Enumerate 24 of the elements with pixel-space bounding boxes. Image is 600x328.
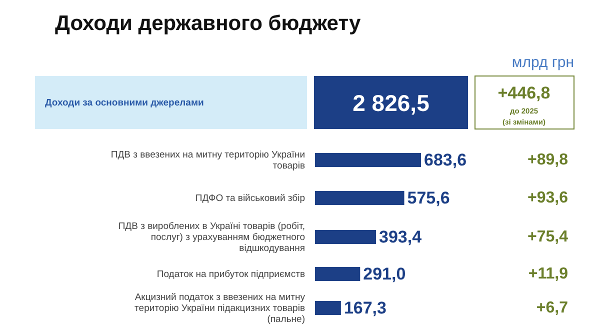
text: +75,4 [528,228,568,246]
text: +446,8 [498,84,550,102]
bar [315,191,404,205]
text: +6,7 [536,300,568,316]
y-tick-label: Податок на прибуток підприємств [156,268,305,280]
bar [315,230,376,244]
text: млрд грн [512,54,574,71]
data-label: 393,4 [379,228,422,246]
data-label: 167,3 [344,298,386,318]
data-label: 683,6 [424,150,467,170]
y-tick-label: ПДФО та військовий збір [195,192,305,204]
bar [315,153,421,167]
text: +93,6 [528,190,568,206]
chart-title: Доходи державного бюджету [55,12,362,35]
text: Доходи за основними джерелами [45,98,204,108]
text: 2 826,5 [352,90,430,116]
data-label: 575,6 [407,188,450,208]
y-tick-label: ПДВ з ввезених на митну територію України товарів [110,149,305,171]
y-tick-label: ПДВ з вироблених в Україні товарів (робіт, послуг) з урахуванням бюджетного відшкодування [118,220,305,254]
y-tick-label: Акцизний податок з ввезених на митну територію України підакцизних товарів (пальне) [134,292,306,324]
text: +89,8 [528,152,568,168]
text: +11,9 [528,266,568,282]
bar [315,267,360,281]
data-label: 291,0 [363,264,406,284]
